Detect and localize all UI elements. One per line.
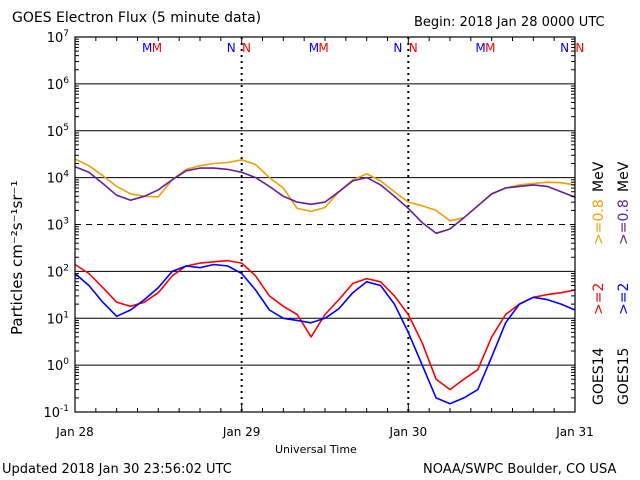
legend-entry: MeV: [616, 161, 632, 192]
legend-entry: >=2: [591, 283, 607, 315]
x-tick-label: Jan 28: [55, 425, 94, 439]
satellite-marker: M: [485, 41, 495, 55]
satellite-marker: N: [242, 41, 251, 55]
plot-frame: [74, 36, 576, 413]
satellite-marker: N: [227, 41, 236, 55]
legend-entry: >=0.8: [591, 199, 607, 245]
y-tick-label: 105: [47, 123, 69, 140]
y-tick-label: 103: [47, 217, 69, 234]
grid-layer: [75, 36, 575, 413]
label-layer: 10-1 100 101 102 103 104 105 106 107 Jan 28 Jan 29…: [43, 29, 632, 439]
y-tick-label: 102: [47, 263, 69, 280]
satellite-marker: M: [475, 41, 485, 55]
legend-entry: >=0.8: [616, 199, 632, 245]
x-tick-label: Jan 31: [555, 425, 594, 439]
series-layer: [74, 158, 576, 405]
satellite-marker: M: [142, 41, 152, 55]
y-tick-label: 101: [47, 310, 69, 327]
satellite-marker: N: [393, 41, 402, 55]
chart-title: GOES Electron Flux (5 minute data): [12, 10, 262, 26]
y-axis-label: Particles cm⁻²s⁻¹sr⁻¹: [8, 180, 26, 335]
satellite-marker: N: [409, 41, 418, 55]
x-tick-label: Jan 29: [222, 425, 261, 439]
satellite-marker: N: [560, 41, 569, 55]
satellite-marker: M: [309, 41, 319, 55]
legend-entry: MeV: [591, 161, 607, 192]
legend-entry: GOES15: [616, 348, 632, 405]
satellite-marker: M: [152, 41, 162, 55]
series-line: [74, 263, 576, 405]
series-line: [74, 166, 576, 235]
begin-time: Begin: 2018 Jan 28 0000 UTC: [414, 15, 605, 30]
y-tick-label: 106: [47, 76, 70, 93]
satellite-marker: M: [318, 41, 328, 55]
y-tick-label: 107: [47, 29, 69, 46]
axis-layer: [74, 36, 576, 413]
legend-entry: GOES14: [591, 347, 607, 405]
updated-timestamp: Updated 2018 Jan 30 23:56:02 UTC: [2, 462, 232, 477]
x-axis-label: Universal Time: [275, 443, 357, 456]
x-tick-label: Jan 30: [389, 425, 428, 439]
series-line: [74, 259, 576, 391]
credit-text: NOAA/SWPC Boulder, CO USA: [423, 462, 617, 477]
y-tick-label: 100: [47, 357, 70, 374]
legend-entry: >=2: [616, 283, 632, 315]
satellite-marker: N: [575, 41, 584, 55]
y-tick-label: 10-1: [43, 404, 69, 421]
y-tick-label: 104: [47, 170, 70, 187]
